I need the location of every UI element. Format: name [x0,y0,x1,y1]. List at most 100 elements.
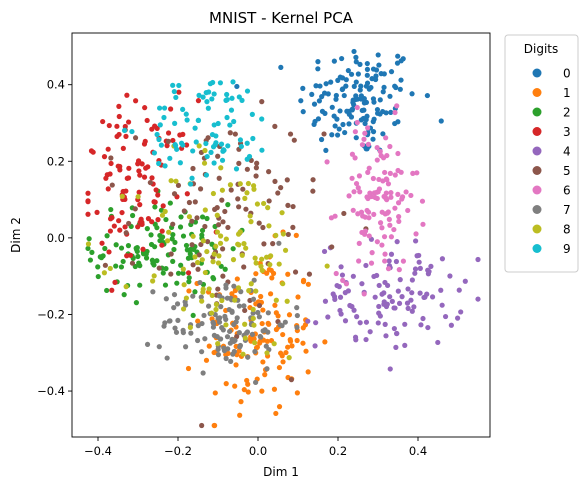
point-digit-5 [241,264,247,270]
point-digit-3 [153,187,159,193]
point-digit-6 [377,148,383,154]
point-digit-9 [215,120,221,127]
point-digit-3 [106,122,112,129]
point-digit-8 [273,232,279,238]
point-digit-5 [196,252,202,258]
point-digit-8 [101,270,107,276]
point-digit-1 [257,340,263,346]
point-digit-8 [252,255,258,261]
point-digit-1 [280,359,286,365]
point-digit-0 [278,64,284,70]
point-digit-4 [363,336,369,343]
point-digit-7 [195,323,201,329]
point-digit-8 [253,260,259,266]
point-digit-7 [216,293,223,299]
point-digit-9 [207,81,213,87]
point-digit-6 [366,233,372,239]
point-digit-0 [309,91,315,98]
point-digit-4 [399,294,405,300]
point-digit-5 [171,191,178,197]
point-digit-2 [230,246,236,252]
legend-marker-6 [532,185,542,195]
point-digit-7 [282,319,288,325]
point-digit-2 [192,289,198,295]
point-digit-3 [168,106,174,112]
point-digit-0 [358,117,364,123]
point-digit-6 [352,155,358,161]
point-digit-1 [259,388,265,394]
point-digit-3 [120,145,126,151]
point-digit-8 [151,273,157,279]
point-digit-1 [262,372,268,378]
point-digit-0 [409,91,415,97]
point-digit-6 [395,200,402,206]
point-digit-8 [85,241,92,247]
point-digit-1 [266,267,272,273]
point-digit-6 [371,190,377,196]
point-digit-8 [166,229,172,235]
point-digit-4 [409,308,415,314]
point-digit-7 [256,314,262,320]
point-digit-2 [86,236,92,242]
point-digit-3 [112,279,118,285]
point-digit-6 [383,135,389,141]
point-digit-7 [264,366,270,372]
point-digit-5 [168,271,174,277]
point-digit-5 [102,262,108,268]
point-digit-1 [185,365,192,372]
point-digit-6 [385,181,392,187]
point-digit-5 [198,241,204,248]
point-digit-3 [106,249,112,255]
point-digit-9 [224,114,230,121]
point-digit-6 [362,130,368,136]
point-digit-8 [213,306,219,313]
point-digit-4 [438,287,444,293]
point-digit-5 [197,186,204,192]
point-digit-0 [319,108,326,114]
point-digit-4 [313,320,319,326]
point-digit-1 [276,404,283,410]
point-digit-2 [190,312,196,319]
point-digit-4 [347,302,353,309]
point-digit-1 [233,362,239,368]
point-digit-1 [195,318,201,324]
point-digit-0 [348,71,355,77]
point-digit-7 [216,319,223,325]
point-digit-6 [400,258,406,264]
point-digit-0 [371,99,377,105]
point-digit-4 [376,282,382,289]
point-digit-0 [358,93,364,99]
point-digit-3 [122,224,128,230]
point-digit-1 [303,348,309,354]
point-digit-8 [268,253,274,259]
point-digit-0 [375,52,381,58]
point-digit-1 [293,232,299,238]
point-digit-7 [215,352,222,358]
point-digit-9 [221,147,227,153]
point-digit-8 [243,245,249,251]
point-digit-0 [300,85,306,91]
point-digit-3 [139,161,145,167]
y-tick-label: 0.0 [47,231,65,245]
point-digit-2 [104,287,110,294]
point-digit-5 [235,196,241,202]
point-digit-5 [329,244,335,250]
point-digit-9 [180,106,186,113]
point-digit-9 [211,91,217,97]
point-digit-2 [170,258,176,264]
point-digit-9 [213,133,219,139]
point-digit-9 [212,142,218,148]
point-digit-4 [367,329,373,335]
point-digit-4 [351,307,357,313]
point-digit-2 [185,255,192,261]
point-digit-0 [377,111,383,117]
point-digit-6 [368,260,375,266]
point-digit-5 [310,177,316,183]
point-digit-3 [149,175,155,181]
point-digit-9 [219,157,226,163]
point-digit-1 [264,338,271,344]
point-digit-5 [292,269,299,275]
point-digit-4 [312,343,318,349]
point-digit-9 [223,97,229,103]
point-digit-9 [172,120,178,126]
